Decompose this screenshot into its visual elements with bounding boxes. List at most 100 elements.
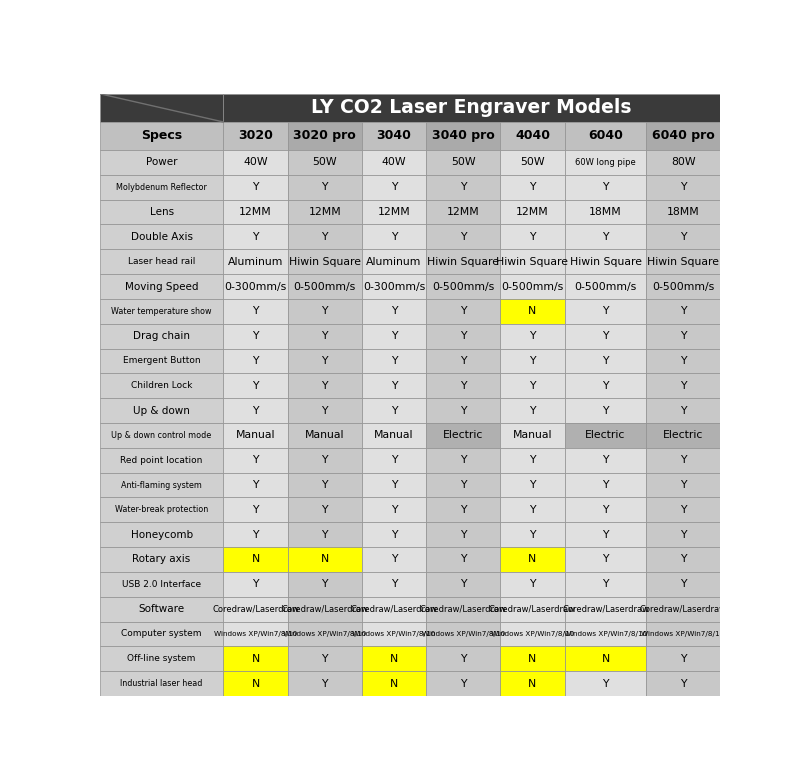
- Bar: [362, 122, 426, 150]
- Bar: [100, 199, 223, 224]
- Text: Y: Y: [390, 406, 398, 415]
- Text: 12MM: 12MM: [516, 207, 549, 217]
- Bar: [426, 122, 500, 150]
- Text: 50W: 50W: [520, 157, 545, 167]
- Text: Y: Y: [602, 307, 609, 317]
- Bar: [646, 622, 720, 647]
- Text: Aluminum: Aluminum: [366, 256, 422, 267]
- Bar: [362, 249, 426, 274]
- Bar: [288, 224, 362, 249]
- Text: Coredraw/Laserdraw: Coredraw/Laserdraw: [640, 604, 726, 614]
- Text: Y: Y: [322, 579, 328, 590]
- Bar: [223, 597, 288, 622]
- Bar: [288, 671, 362, 696]
- Bar: [288, 522, 362, 547]
- Text: Y: Y: [252, 406, 259, 415]
- Text: N: N: [528, 654, 537, 664]
- Text: Y: Y: [322, 232, 328, 242]
- Bar: [362, 349, 426, 373]
- Text: 3020 pro: 3020 pro: [294, 130, 356, 142]
- Bar: [362, 150, 426, 175]
- Text: Y: Y: [680, 232, 686, 242]
- Bar: [223, 199, 288, 224]
- Bar: [288, 324, 362, 349]
- Bar: [565, 349, 646, 373]
- Bar: [565, 572, 646, 597]
- Text: Windows XP/Win7/8/10: Windows XP/Win7/8/10: [214, 631, 297, 637]
- Text: 12MM: 12MM: [309, 207, 341, 217]
- Bar: [500, 448, 565, 472]
- Text: N: N: [528, 679, 537, 689]
- Text: Aluminum: Aluminum: [228, 256, 283, 267]
- Bar: [500, 398, 565, 423]
- Bar: [565, 175, 646, 199]
- Text: N: N: [528, 554, 537, 565]
- Text: Y: Y: [680, 307, 686, 317]
- Bar: [500, 324, 565, 349]
- Text: Y: Y: [390, 331, 398, 341]
- Bar: [100, 423, 223, 448]
- Bar: [426, 547, 500, 572]
- Bar: [288, 349, 362, 373]
- Text: Y: Y: [252, 331, 259, 341]
- Bar: [426, 299, 500, 324]
- Text: Y: Y: [530, 480, 536, 490]
- Text: Y: Y: [460, 182, 466, 192]
- Text: Y: Y: [460, 554, 466, 565]
- Text: Red point location: Red point location: [121, 456, 203, 465]
- Bar: [500, 622, 565, 647]
- Text: Y: Y: [460, 406, 466, 415]
- Text: Y: Y: [322, 406, 328, 415]
- Bar: [288, 472, 362, 497]
- Bar: [565, 472, 646, 497]
- Bar: [500, 150, 565, 175]
- Bar: [288, 547, 362, 572]
- Bar: [223, 547, 288, 572]
- Bar: [362, 373, 426, 398]
- Bar: [646, 199, 720, 224]
- Text: Power: Power: [146, 157, 178, 167]
- Text: Double Axis: Double Axis: [130, 232, 193, 242]
- Bar: [500, 249, 565, 274]
- Text: N: N: [251, 554, 260, 565]
- Bar: [646, 249, 720, 274]
- Bar: [500, 647, 565, 671]
- Text: Manual: Manual: [374, 430, 414, 440]
- Bar: [500, 547, 565, 572]
- Bar: [100, 274, 223, 299]
- Bar: [500, 597, 565, 622]
- Bar: [426, 349, 500, 373]
- Text: 0-500mm/s: 0-500mm/s: [294, 282, 356, 292]
- Bar: [100, 299, 223, 324]
- Text: Y: Y: [530, 331, 536, 341]
- Text: Electric: Electric: [443, 430, 483, 440]
- Text: Windows XP/Win7/8/10: Windows XP/Win7/8/10: [283, 631, 366, 637]
- Bar: [223, 423, 288, 448]
- Bar: [288, 175, 362, 199]
- Text: Y: Y: [680, 356, 686, 366]
- Text: Manual: Manual: [236, 430, 275, 440]
- Bar: [223, 398, 288, 423]
- Bar: [565, 597, 646, 622]
- Text: Y: Y: [680, 554, 686, 565]
- Text: Lens: Lens: [150, 207, 174, 217]
- Bar: [426, 472, 500, 497]
- Bar: [500, 423, 565, 448]
- Text: Y: Y: [322, 529, 328, 540]
- Bar: [500, 175, 565, 199]
- Text: Electric: Electric: [663, 430, 703, 440]
- Bar: [565, 274, 646, 299]
- Bar: [100, 349, 223, 373]
- Text: Y: Y: [680, 679, 686, 689]
- Bar: [426, 175, 500, 199]
- Bar: [500, 497, 565, 522]
- Text: Y: Y: [252, 529, 259, 540]
- Text: Honeycomb: Honeycomb: [130, 529, 193, 540]
- Bar: [100, 671, 223, 696]
- Text: Windows XP/Win7/8/10: Windows XP/Win7/8/10: [352, 631, 436, 637]
- Text: Y: Y: [680, 654, 686, 664]
- Bar: [288, 398, 362, 423]
- Text: 3040 pro: 3040 pro: [432, 130, 494, 142]
- Bar: [100, 647, 223, 671]
- Text: N: N: [251, 679, 260, 689]
